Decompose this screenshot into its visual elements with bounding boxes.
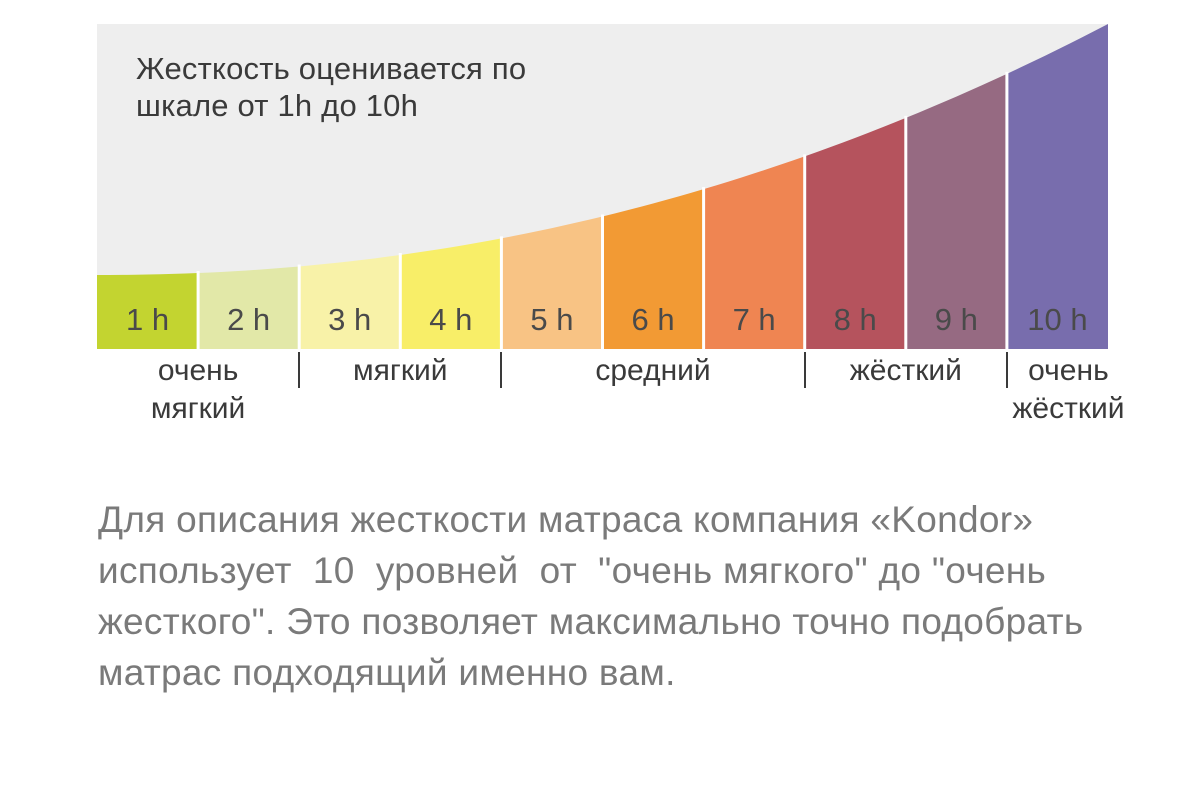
group-label-1: очень мягкий <box>150 354 246 425</box>
hardness-scale-graphic <box>97 24 1108 350</box>
hardness-bar-5 <box>501 216 603 349</box>
level-label-2: 2 h <box>227 302 271 337</box>
group-label-5: очень жёсткий <box>1012 354 1125 425</box>
group-separator <box>803 352 806 388</box>
group-separator <box>298 352 301 388</box>
description-line-2: использует 10 уровней от "очень мягкого"… <box>98 550 1047 591</box>
level-label-10: 10 h <box>1027 302 1088 337</box>
hardness-bar-6 <box>602 189 704 349</box>
group-label-4: жёсткий <box>849 354 962 387</box>
chart-title: Жесткость оценивается по шкале от 1h до … <box>136 50 526 124</box>
hardness-bar-8 <box>804 117 906 349</box>
hardness-bar-9 <box>905 73 1007 350</box>
level-label-6: 6 h <box>631 302 675 337</box>
level-label-4: 4 h <box>429 302 473 337</box>
level-label-7: 7 h <box>732 302 776 337</box>
hardness-bar-3 <box>299 254 401 349</box>
description-text: Для описания жесткости матраса компания … <box>98 494 1158 698</box>
chart-title-line-2: шкале от 1h до 10h <box>136 88 419 123</box>
level-label-1: 1 h <box>125 302 170 337</box>
description-line-3: жесткого". Это позволяет максимально точ… <box>98 601 1084 642</box>
hardness-bar-10 <box>1006 24 1108 349</box>
level-label-9: 9 h <box>934 302 978 337</box>
description-line-1: Для описания жесткости матраса компания … <box>98 499 1034 540</box>
group-separator <box>1005 352 1008 388</box>
hardness-scale-chart: Жесткость оценивается по шкале от 1h до … <box>97 24 1125 425</box>
hardness-bar-2 <box>198 266 300 349</box>
chart-title-line-1: Жесткость оценивается по <box>136 51 527 86</box>
hardness-bar-1 <box>97 273 199 349</box>
hardness-bar-4 <box>400 238 502 349</box>
hardness-bar-7 <box>703 156 805 349</box>
group-label-2: мягкий <box>353 354 448 387</box>
level-label-3: 3 h <box>328 302 372 337</box>
level-label-5: 5 h <box>530 302 574 337</box>
group-separator <box>500 352 503 388</box>
description-line-4: матрас подходящий именно вам. <box>98 652 676 693</box>
group-label-3: средний <box>595 354 711 387</box>
level-label-8: 8 h <box>833 302 877 337</box>
